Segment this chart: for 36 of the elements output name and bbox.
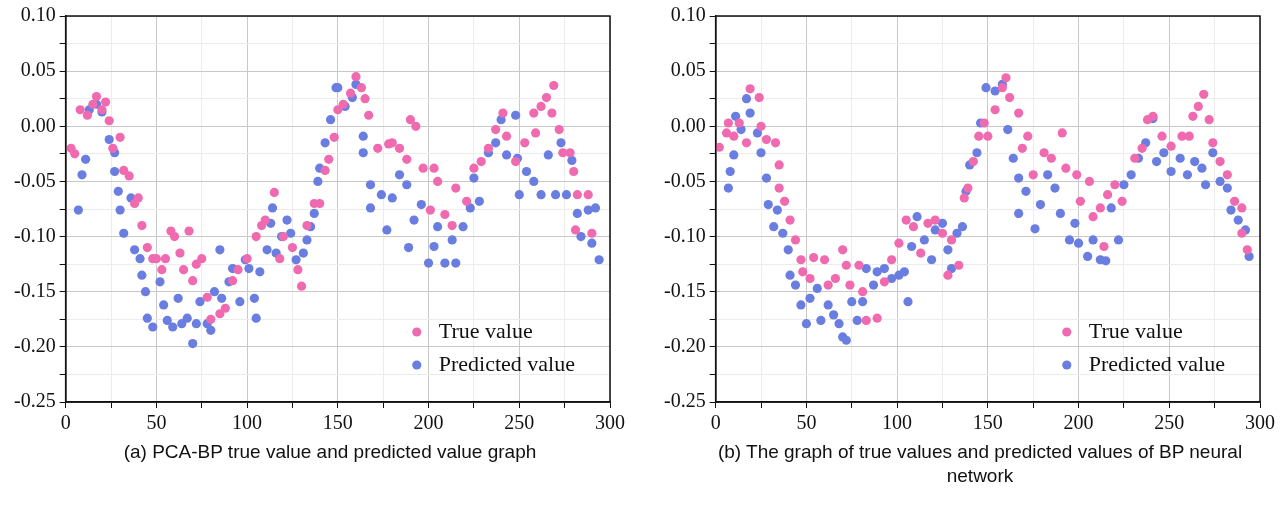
y-tick-label: -0.10 — [663, 223, 706, 246]
y-tick-label: -0.05 — [13, 168, 56, 191]
x-tick-label: 200 — [413, 411, 444, 434]
x-tick-label: 100 — [882, 411, 913, 434]
y-tick-label: 0.10 — [670, 3, 706, 26]
y-tick-label: -0.15 — [13, 278, 56, 301]
legend-label: True value — [438, 317, 533, 343]
text: (a) PCA-BP true value and predicted value graph — [122, 440, 538, 464]
x-tick-label: 50 — [146, 411, 167, 434]
x-tick-label: 150 — [972, 411, 1003, 434]
y-tick-label: -0.25 — [13, 389, 56, 412]
x-tick-label: 250 — [1154, 411, 1185, 434]
x-tick-label: 0 — [710, 411, 721, 434]
x-tick-label: 300 — [1245, 411, 1275, 434]
x-tick-label: 50 — [796, 411, 817, 434]
x-tick-label: 250 — [504, 411, 535, 434]
y-tick-label: 0.05 — [670, 58, 706, 81]
y-tick-label: -0.05 — [663, 168, 706, 191]
x-tick-label: 150 — [322, 411, 353, 434]
y-tick-label: 0.05 — [20, 58, 56, 81]
legend-label: Predicted value — [1088, 350, 1226, 376]
y-tick-label: -0.15 — [663, 278, 706, 301]
x-tick-label: 100 — [232, 411, 263, 434]
y-tick-label: -0.10 — [13, 223, 56, 246]
legend-label: True value — [1088, 317, 1183, 343]
text: (b) The graph of true values and predicted values of BP neural network — [716, 440, 1244, 488]
x-tick-label: 300 — [595, 411, 625, 434]
y-tick-label: -0.25 — [663, 389, 706, 412]
y-tick-label: -0.20 — [13, 334, 56, 357]
legend-label: Predicted value — [438, 350, 576, 376]
x-tick-label: 200 — [1063, 411, 1094, 434]
x-tick-label: 0 — [60, 411, 71, 434]
y-tick-label: 0.10 — [20, 3, 56, 26]
y-tick-label: -0.20 — [663, 334, 706, 357]
y-tick-label: 0.00 — [670, 113, 706, 136]
y-tick-label: 0.00 — [20, 113, 56, 136]
